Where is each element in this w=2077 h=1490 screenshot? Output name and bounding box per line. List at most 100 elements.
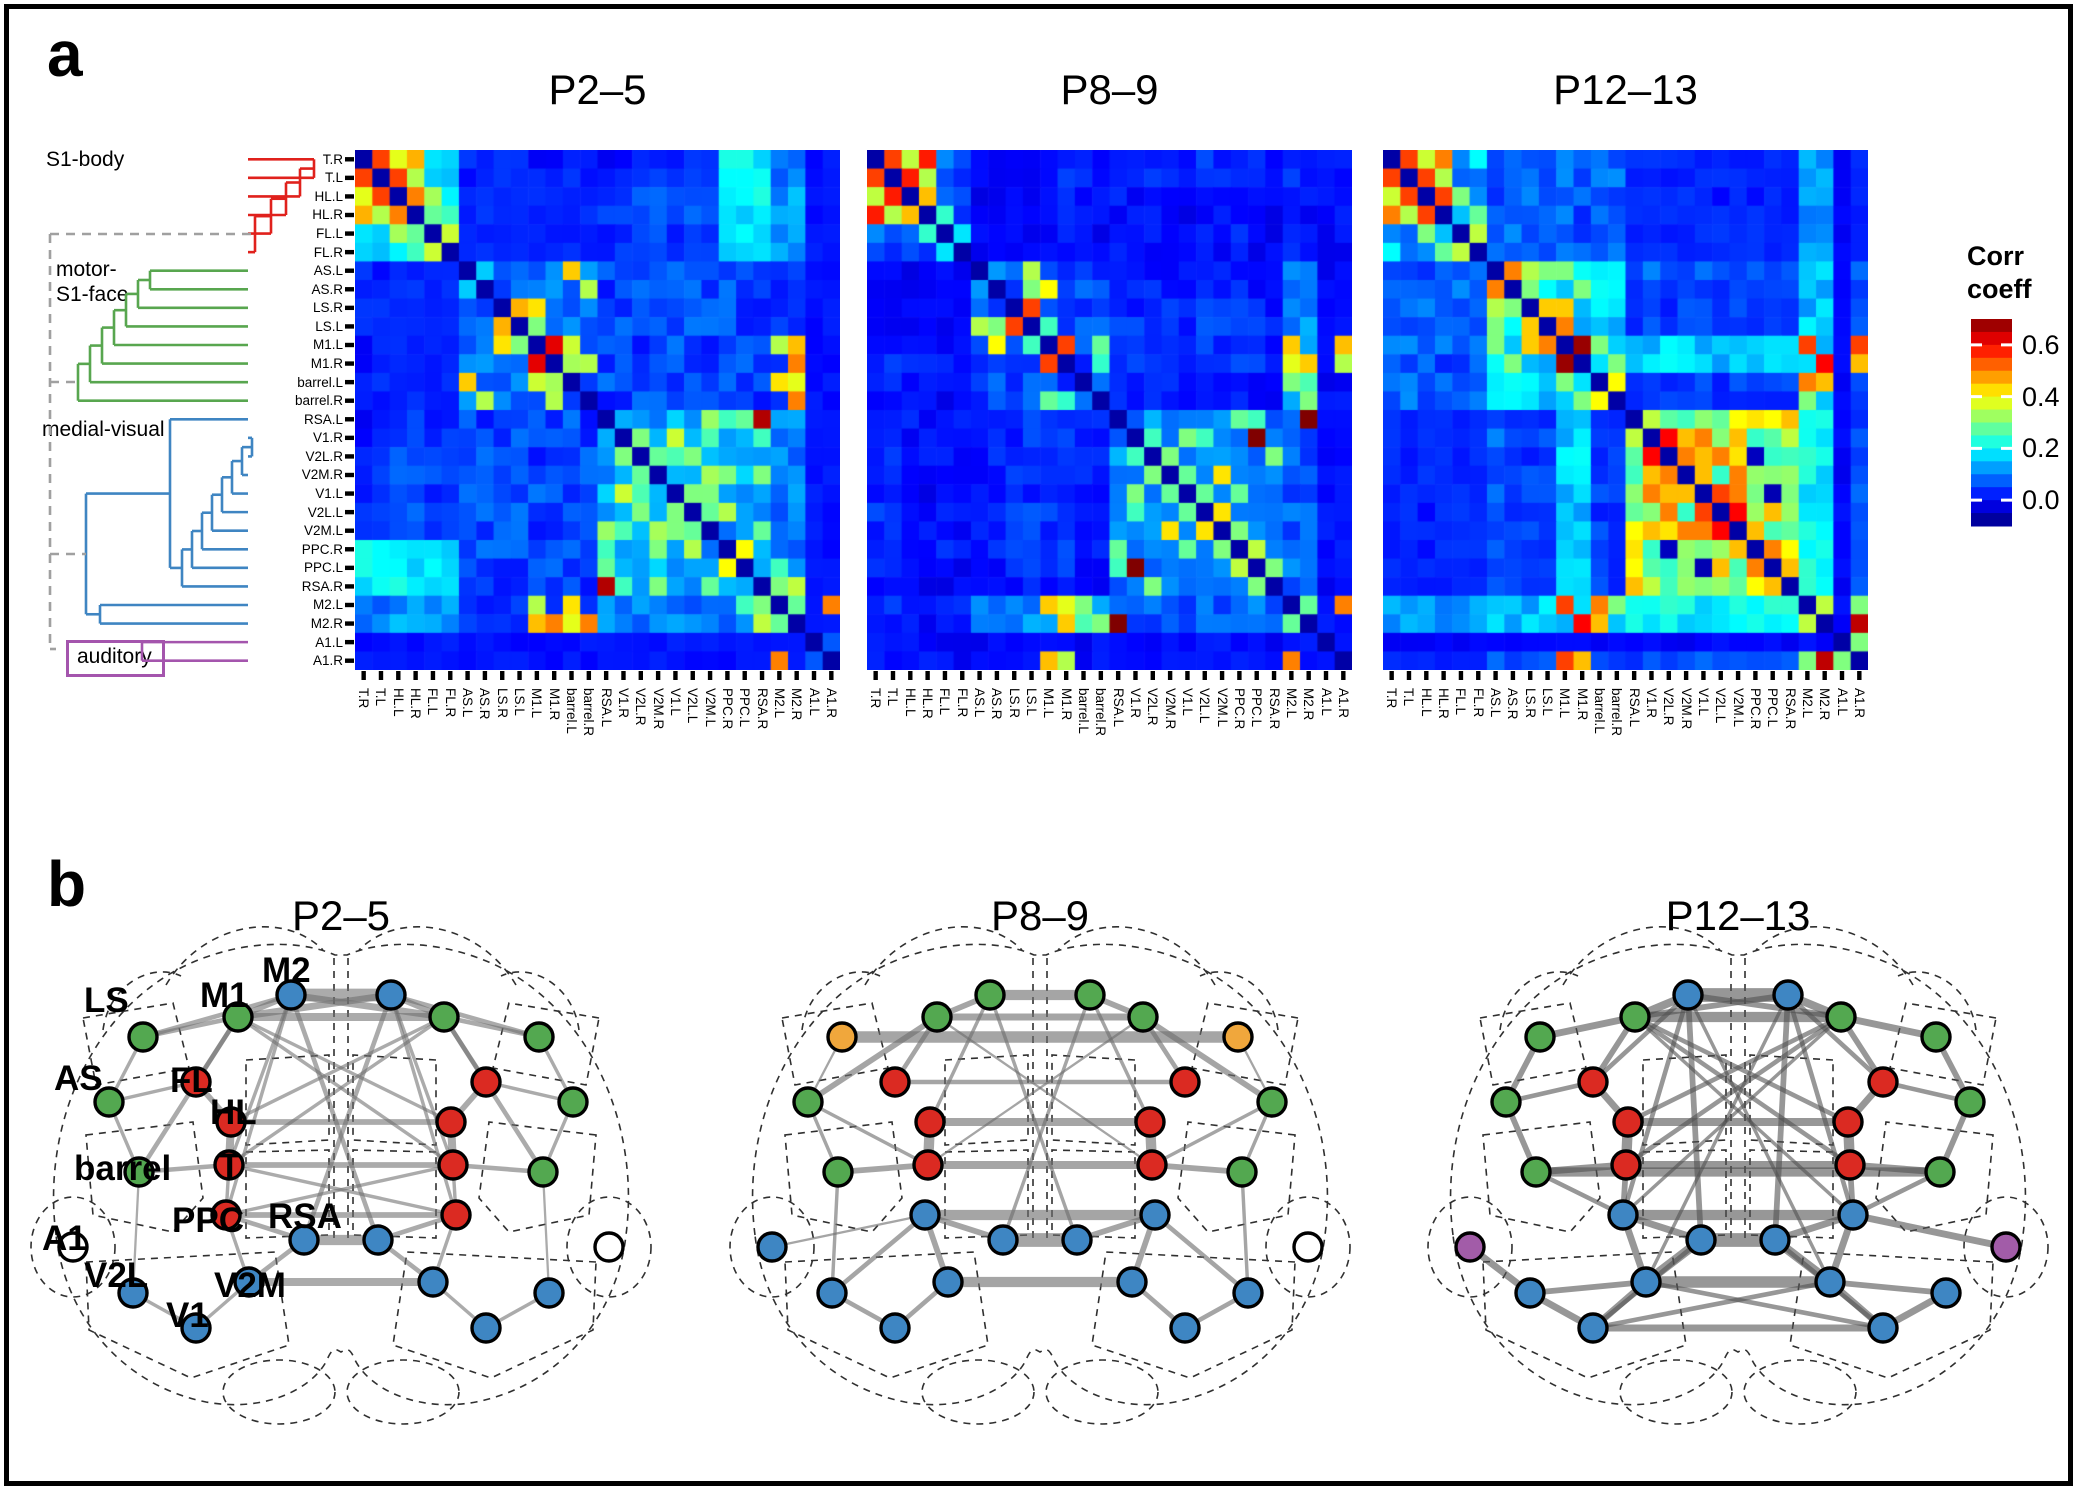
network-node-v2l.l <box>117 1277 149 1309</box>
row-label: PPC.R <box>301 541 343 557</box>
network-edge <box>1643 1279 1886 1331</box>
network-edge <box>1623 1014 1844 1168</box>
network-edge <box>1001 993 1092 1242</box>
network-node-fl.r <box>470 1066 502 1098</box>
network-node-ppc.l <box>210 1199 242 1231</box>
network-node-rsa.r <box>1759 1224 1791 1256</box>
network-node-v1.r <box>1169 1312 1201 1344</box>
network-node-fl.l <box>1577 1066 1609 1098</box>
network-node-a1.l <box>756 1231 788 1263</box>
network-edge <box>988 993 1079 1242</box>
row-label: V2L.R <box>305 448 343 464</box>
network-node-v2l.r <box>1232 1277 1264 1309</box>
network-edge <box>1152 1212 1251 1296</box>
network-node-v1.l <box>1577 1312 1609 1344</box>
network-edge <box>1533 1169 1626 1218</box>
network-node-a1.l <box>1454 1231 1486 1263</box>
network-node-v1.l <box>879 1312 911 1344</box>
network-node-rsa.r <box>1061 1224 1093 1256</box>
network-title-p8-9: P8–9 <box>990 892 1090 939</box>
network-edge <box>928 993 992 1124</box>
row-label: V2M.R <box>301 467 343 483</box>
network-edge <box>236 1015 453 1124</box>
network-node-barrel.l <box>822 1156 854 1188</box>
network-edge <box>1685 992 1844 1020</box>
network-node-t.l <box>912 1149 944 1181</box>
node-label-ppc: PPC <box>172 1201 244 1240</box>
network-edge <box>1621 1015 1843 1217</box>
network-node-m2.l <box>1672 979 1704 1011</box>
network-node-ls.r <box>523 1021 555 1053</box>
network-edge <box>1590 992 1691 1085</box>
cluster-label-motor-s1-face: motor- S1-face <box>56 258 129 306</box>
node-label-v2l: V2L <box>84 1256 148 1295</box>
network-node-a1.r <box>1292 1231 1324 1263</box>
network-node-ls.l <box>127 1021 159 1053</box>
network-node-v2m.r <box>1814 1266 1846 1298</box>
row-label: M2.R <box>310 616 343 632</box>
network-edge <box>1590 1279 1833 1331</box>
network-node-ls.r <box>1920 1021 1952 1053</box>
network-edge <box>229 1015 446 1124</box>
network-node-as.l <box>792 1086 824 1118</box>
row-label: AS.R <box>311 281 343 297</box>
row-label: A1.R <box>312 653 343 669</box>
network-edge <box>830 1170 840 1295</box>
network-node-fl.r <box>1867 1066 1899 1098</box>
network-edge <box>224 1163 455 1217</box>
network-node-rsa.l <box>1685 1224 1717 1256</box>
network-edge <box>1240 1170 1250 1295</box>
network-node-ls.l <box>1524 1021 1556 1053</box>
row-label: RSA.L <box>303 411 343 427</box>
network-node-ls.r <box>1222 1021 1254 1053</box>
network-node-m1.r <box>1825 1001 1857 1033</box>
network-node-v1.l <box>180 1312 212 1344</box>
network-node-barrel.l <box>1520 1156 1552 1188</box>
row-label: M2.L <box>312 597 343 613</box>
network-node-fl.r <box>1169 1066 1201 1098</box>
network-node-as.l <box>1490 1086 1522 1118</box>
network-edge <box>234 991 395 1021</box>
network-title-p2-5: P2–5 <box>291 892 391 939</box>
network-node-hl.l <box>215 1106 247 1138</box>
network-edge <box>1685 992 1704 1243</box>
row-label: T.R <box>322 151 343 167</box>
network-node-v2m.r <box>1116 1266 1148 1298</box>
colorbar-title-line2: coeff <box>1967 274 2032 304</box>
network-node-as.r <box>1954 1086 1986 1118</box>
network-edge <box>389 993 455 1167</box>
network-node-m2.l <box>974 979 1006 1011</box>
network-node-ppc.l <box>909 1199 941 1231</box>
row-label: A1.L <box>315 634 343 650</box>
network-edge <box>805 1014 940 1105</box>
row-label: FL.R <box>313 244 343 260</box>
network-edge <box>541 1170 551 1295</box>
network-node-ppc.r <box>440 1199 472 1231</box>
network-node-fl.l <box>879 1066 911 1098</box>
network-edge <box>770 1213 927 1249</box>
heatmap-title-p12-13: P12–13 <box>1553 66 1698 113</box>
node-label-fl: FL <box>170 1061 213 1100</box>
node-label-rsa: RSA <box>268 1197 342 1236</box>
network-edge <box>1772 992 1791 1243</box>
network-node-rsa.r <box>362 1224 394 1256</box>
node-label-m1: M1 <box>200 976 249 1015</box>
network-edge <box>829 1212 928 1296</box>
node-label-as: AS <box>54 1059 103 1098</box>
network-node-v2l.l <box>1514 1277 1546 1309</box>
network-edge <box>288 992 381 1243</box>
node-label-v1: V1 <box>166 1296 209 1335</box>
network-edge <box>1632 1014 1853 1168</box>
network-node-m1.l <box>921 1001 953 1033</box>
colorbar-tick-label: 0.2 <box>2022 433 2060 464</box>
row-label: V1.L <box>315 486 343 502</box>
network-edge <box>1850 1169 1943 1218</box>
colorbar-title-line1: Corr <box>1967 241 2025 271</box>
network-node-t.r <box>1834 1149 1866 1181</box>
heatmap-title-p8-9: P8–9 <box>1060 66 1159 113</box>
heatmap-title-p2-5: P2–5 <box>548 66 647 113</box>
network-edge <box>1849 1211 2010 1251</box>
network-edge <box>1088 993 1152 1124</box>
cluster-label-medial-visual: medial-visual <box>42 418 165 441</box>
colorbar-tick-label: 0.0 <box>2022 485 2060 516</box>
